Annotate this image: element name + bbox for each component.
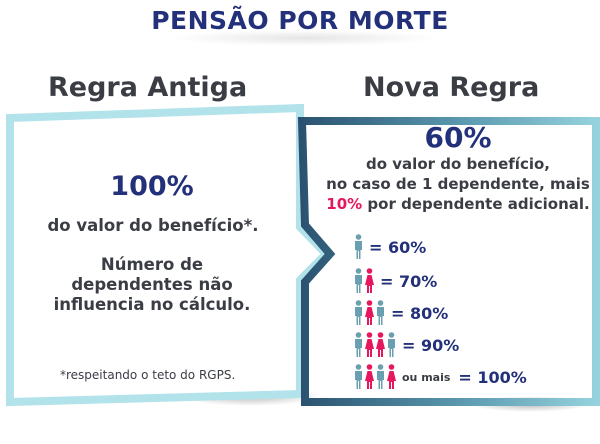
left-percent: 100% bbox=[110, 171, 194, 202]
male-person-icon bbox=[355, 300, 362, 325]
right-description-rest: por dependente adicional. bbox=[362, 195, 590, 213]
or-more-label: ou mais bbox=[402, 370, 451, 384]
left-note-line: Número de bbox=[100, 255, 204, 274]
dependents-row-value: = 60% bbox=[369, 237, 427, 257]
dependents-row-value: = 80% bbox=[391, 303, 449, 323]
left-note: Número de dependentes não influencia no … bbox=[50, 255, 254, 315]
female-person-icon bbox=[365, 364, 374, 389]
right-percent: 60% bbox=[424, 121, 492, 154]
female-person-icon bbox=[376, 332, 385, 357]
highlight-percent: 10% bbox=[326, 195, 363, 213]
footnote: *respeitando o teto do RGPS. bbox=[60, 368, 236, 382]
left-column-heading: Regra Antiga bbox=[48, 72, 248, 103]
left-percent-label: do valor do benefício*. bbox=[47, 216, 259, 235]
right-description-line: no caso de 1 dependente, mais bbox=[326, 175, 590, 193]
male-person-icon bbox=[355, 234, 362, 259]
female-person-icon bbox=[365, 268, 374, 293]
male-person-icon bbox=[355, 268, 362, 293]
male-person-icon bbox=[377, 364, 384, 389]
right-column-heading: Nova Regra bbox=[363, 72, 540, 103]
dependents-row-value: = 70% bbox=[380, 271, 438, 291]
female-person-icon bbox=[387, 364, 396, 389]
female-person-icon bbox=[365, 300, 374, 325]
right-description-line: 10% por dependente adicional. bbox=[325, 194, 591, 214]
male-person-icon bbox=[355, 364, 362, 389]
left-note-line: influencia no cálculo. bbox=[53, 295, 251, 314]
female-person-icon bbox=[365, 332, 374, 357]
male-person-icon bbox=[355, 332, 362, 357]
dependents-row: = 70% bbox=[354, 266, 437, 296]
male-person-icon bbox=[388, 332, 395, 357]
male-person-icon bbox=[377, 300, 384, 325]
dependents-row: = 90% bbox=[354, 330, 459, 360]
right-description: do valor do benefício, no caso de 1 depe… bbox=[325, 154, 591, 214]
dependents-row-value: = 90% bbox=[402, 335, 460, 355]
dependents-row-value: = 100% bbox=[458, 367, 527, 387]
dependents-row: = 80% bbox=[354, 298, 448, 328]
title-shadow bbox=[170, 30, 440, 46]
left-note-line: dependentes não bbox=[71, 275, 233, 294]
right-frame bbox=[297, 117, 600, 406]
page-title: PENSÃO POR MORTE bbox=[151, 6, 449, 35]
dependents-row: = 60% bbox=[354, 232, 426, 262]
right-description-line: do valor do benefício, bbox=[366, 155, 550, 173]
dependents-row: ou mais = 100% bbox=[354, 362, 527, 392]
